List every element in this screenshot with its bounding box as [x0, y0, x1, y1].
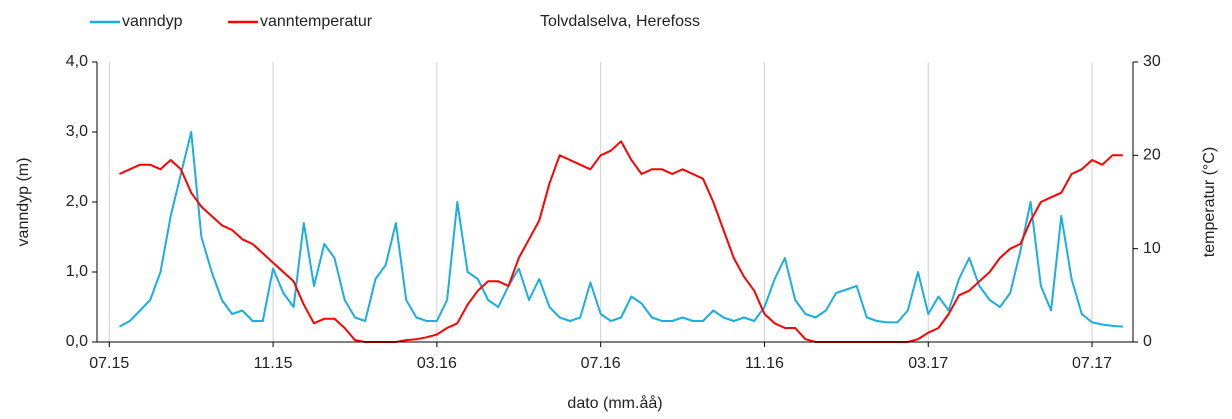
y-tick-label: 0,0 — [66, 333, 88, 350]
legend-label: vanndyp — [122, 13, 183, 30]
y-tick-label: 2,0 — [66, 193, 88, 210]
plot — [119, 131, 1123, 343]
y-tick-label: 4,0 — [66, 53, 88, 70]
grid — [108, 62, 1093, 342]
x-tick-label: 03.16 — [417, 355, 457, 372]
y2-tick-label: 30 — [1143, 53, 1161, 70]
x-tick-label: 07.17 — [1072, 355, 1112, 372]
data-line — [119, 140, 1123, 343]
x-tick-label: 11.16 — [745, 355, 784, 372]
y-tick-label: 1,0 — [66, 263, 88, 280]
y2-tick-label: 10 — [1143, 240, 1161, 257]
y-tick-label: 3,0 — [66, 123, 88, 140]
x-tick-label: 07.15 — [89, 355, 129, 372]
y-axis-label: vanndyp (m) — [15, 158, 32, 247]
chart-title: Tolvdalselva, Herefoss — [540, 13, 700, 30]
x-tick-label: 11.15 — [254, 355, 293, 372]
data-line — [119, 131, 1123, 328]
legend-label: vanntemperatur — [260, 13, 373, 30]
y2-tick-label: 0 — [1143, 333, 1152, 350]
y2-tick-label: 20 — [1143, 147, 1161, 164]
x-tick-label: 03.17 — [908, 355, 948, 372]
x-tick-label: 07.16 — [581, 355, 621, 372]
x-axis-label: dato (mm.åå) — [567, 394, 662, 412]
y2-axis-label: temperatur (°C) — [1201, 147, 1218, 257]
